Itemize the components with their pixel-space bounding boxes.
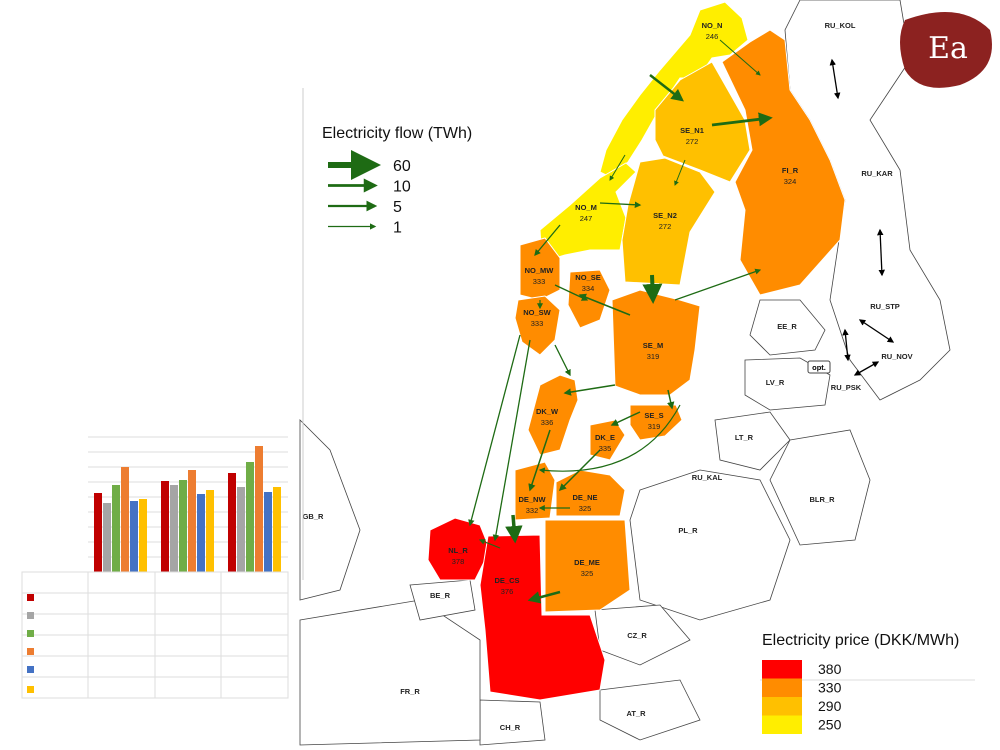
region-name: PL_R bbox=[678, 526, 698, 535]
region-name: NO_SW bbox=[523, 308, 551, 317]
region-shape bbox=[427, 517, 491, 581]
region-shape bbox=[514, 295, 561, 356]
background-countries bbox=[299, 0, 951, 746]
region-name: GB_R bbox=[303, 512, 324, 521]
flow-legend-label: 1 bbox=[393, 220, 402, 237]
region-price: 319 bbox=[647, 352, 660, 361]
flow-legend-label: 10 bbox=[393, 179, 411, 196]
region-name: SE_S bbox=[644, 411, 663, 420]
ru-links bbox=[829, 58, 895, 376]
region-name: RU_KAL bbox=[692, 473, 723, 482]
opt-box bbox=[807, 360, 831, 374]
region-price: 247 bbox=[580, 214, 593, 223]
region-name: DE_NW bbox=[518, 495, 546, 504]
region-name: RU_KAR bbox=[861, 169, 893, 178]
region-name: LV_R bbox=[766, 378, 785, 387]
region-name: AT_R bbox=[626, 709, 646, 718]
flow-legend-title: Electricity flow (TWh) bbox=[322, 125, 472, 142]
region-price: 376 bbox=[501, 587, 514, 596]
region-price: 333 bbox=[533, 277, 546, 286]
region-price: 272 bbox=[686, 137, 699, 146]
region-price: 272 bbox=[659, 222, 672, 231]
price-legend-label: 250 bbox=[818, 717, 842, 733]
price-legend-title: Electricity price (DKK/MWh) bbox=[762, 632, 959, 649]
logo: Ea bbox=[900, 12, 992, 88]
price-legend-swatch bbox=[762, 660, 802, 679]
region-name: RU_KOL bbox=[825, 21, 856, 30]
region-name: DK_W bbox=[536, 407, 559, 416]
region-price: 378 bbox=[452, 557, 465, 566]
region-name: RU_PSK bbox=[831, 383, 862, 392]
region-name: CZ_R bbox=[627, 631, 647, 640]
region-name: DE_CS bbox=[494, 576, 519, 585]
region-price: 333 bbox=[531, 319, 544, 328]
region-name: EE_R bbox=[777, 322, 797, 331]
region-name: FI_R bbox=[782, 166, 799, 175]
logo-text: Ea bbox=[928, 31, 968, 66]
region-price: 332 bbox=[526, 506, 539, 515]
region-price: 324 bbox=[784, 177, 797, 186]
flow-arrows bbox=[468, 39, 773, 604]
region-name: RU_NOV bbox=[881, 352, 912, 361]
region-price: 335 bbox=[599, 444, 612, 453]
region-name: NO_SE bbox=[575, 273, 600, 282]
region-name: RU_STP bbox=[870, 302, 900, 311]
region-name: LT_R bbox=[735, 433, 754, 442]
region-name: SE_M bbox=[643, 341, 663, 350]
price-regions bbox=[427, 1, 846, 701]
region-name: BLR_R bbox=[809, 495, 835, 504]
other-regions: RU_KOL RU_KAR RU_STP RU_NOV RU_PSK EE_R LV_R LT… bbox=[303, 21, 913, 732]
price-legend: 380 330 290 250 bbox=[762, 660, 842, 734]
mini-chart bbox=[21, 436, 289, 699]
region-name: CH_R bbox=[500, 723, 521, 732]
region-price: 325 bbox=[581, 569, 594, 578]
price-legend-label: 290 bbox=[818, 698, 842, 714]
region-shape bbox=[519, 237, 561, 301]
flow-legend-label: 60 bbox=[393, 158, 411, 175]
price-legend-label: 330 bbox=[818, 680, 842, 696]
region-shape bbox=[721, 29, 846, 296]
price-legend-swatch bbox=[762, 678, 802, 697]
region-name: FR_R bbox=[400, 687, 420, 696]
region-name: DE_ME bbox=[574, 558, 600, 567]
region-name: SE_N2 bbox=[653, 211, 677, 220]
region-shape bbox=[539, 162, 637, 263]
price-legend-swatch bbox=[762, 697, 802, 716]
region-name: NO_MW bbox=[525, 266, 555, 275]
region-name: BE_R bbox=[430, 591, 451, 600]
opt-label: opt. bbox=[812, 363, 826, 372]
region-shape bbox=[479, 534, 606, 701]
region-price: 246 bbox=[706, 32, 719, 41]
region-price: 334 bbox=[582, 284, 595, 293]
region-price: 325 bbox=[579, 504, 592, 513]
region-name: NO_M bbox=[575, 203, 597, 212]
price-legend-label: 380 bbox=[818, 661, 842, 677]
region-name: SE_N1 bbox=[680, 126, 704, 135]
region-name: DE_NE bbox=[572, 493, 597, 502]
region-price: 336 bbox=[541, 418, 554, 427]
price-legend-swatch bbox=[762, 715, 802, 734]
region-shape bbox=[629, 404, 683, 441]
region-name: NL_R bbox=[448, 546, 468, 555]
region-price: 319 bbox=[648, 422, 661, 431]
region-name: NO_N bbox=[702, 21, 723, 30]
flow-legend: 60 10 5 1 bbox=[328, 149, 411, 237]
flow-legend-label: 5 bbox=[393, 199, 402, 216]
region-name: DK_E bbox=[595, 433, 615, 442]
